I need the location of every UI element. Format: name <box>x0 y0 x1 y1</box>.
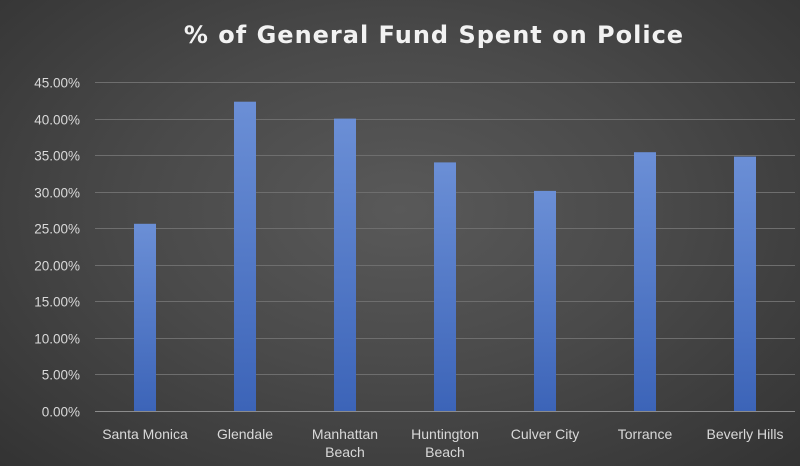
bars <box>134 101 756 411</box>
y-tick-label: 25.00% <box>34 222 80 237</box>
y-tick-label: 35.00% <box>34 149 80 164</box>
bar <box>334 118 356 411</box>
bar <box>534 190 556 411</box>
bar <box>734 156 756 411</box>
x-category-label: Santa Monica <box>102 426 188 442</box>
x-category-label: Glendale <box>217 426 273 442</box>
bar <box>634 152 656 411</box>
y-tick-label: 40.00% <box>34 113 80 128</box>
y-tick-label: 5.00% <box>42 368 80 383</box>
bar <box>234 101 256 411</box>
x-category-label: Culver City <box>511 426 579 442</box>
chart-title: % of General Fund Spent on Police <box>184 21 684 49</box>
x-category-label: Huntington Beach <box>411 426 479 460</box>
y-axis-ticks: 0.00% 5.00% 10.00% 15.00% 20.00% 25.00% 30.00%… <box>34 76 80 420</box>
x-axis-labels: Santa Monica Glendale Manhattan Beach Huntin… <box>102 426 783 460</box>
y-tick-label: 0.00% <box>42 405 80 420</box>
x-category-label: Beverly Hills <box>706 426 783 442</box>
y-tick-label: 20.00% <box>34 259 80 274</box>
y-tick-label: 10.00% <box>34 332 80 347</box>
y-tick-label: 45.00% <box>34 76 80 91</box>
y-tick-label: 30.00% <box>34 186 80 201</box>
x-category-label: Torrance <box>618 426 673 442</box>
bar <box>134 223 156 411</box>
bar <box>434 162 456 411</box>
x-category-label: Manhattan Beach <box>312 426 378 460</box>
y-tick-label: 15.00% <box>34 295 80 310</box>
